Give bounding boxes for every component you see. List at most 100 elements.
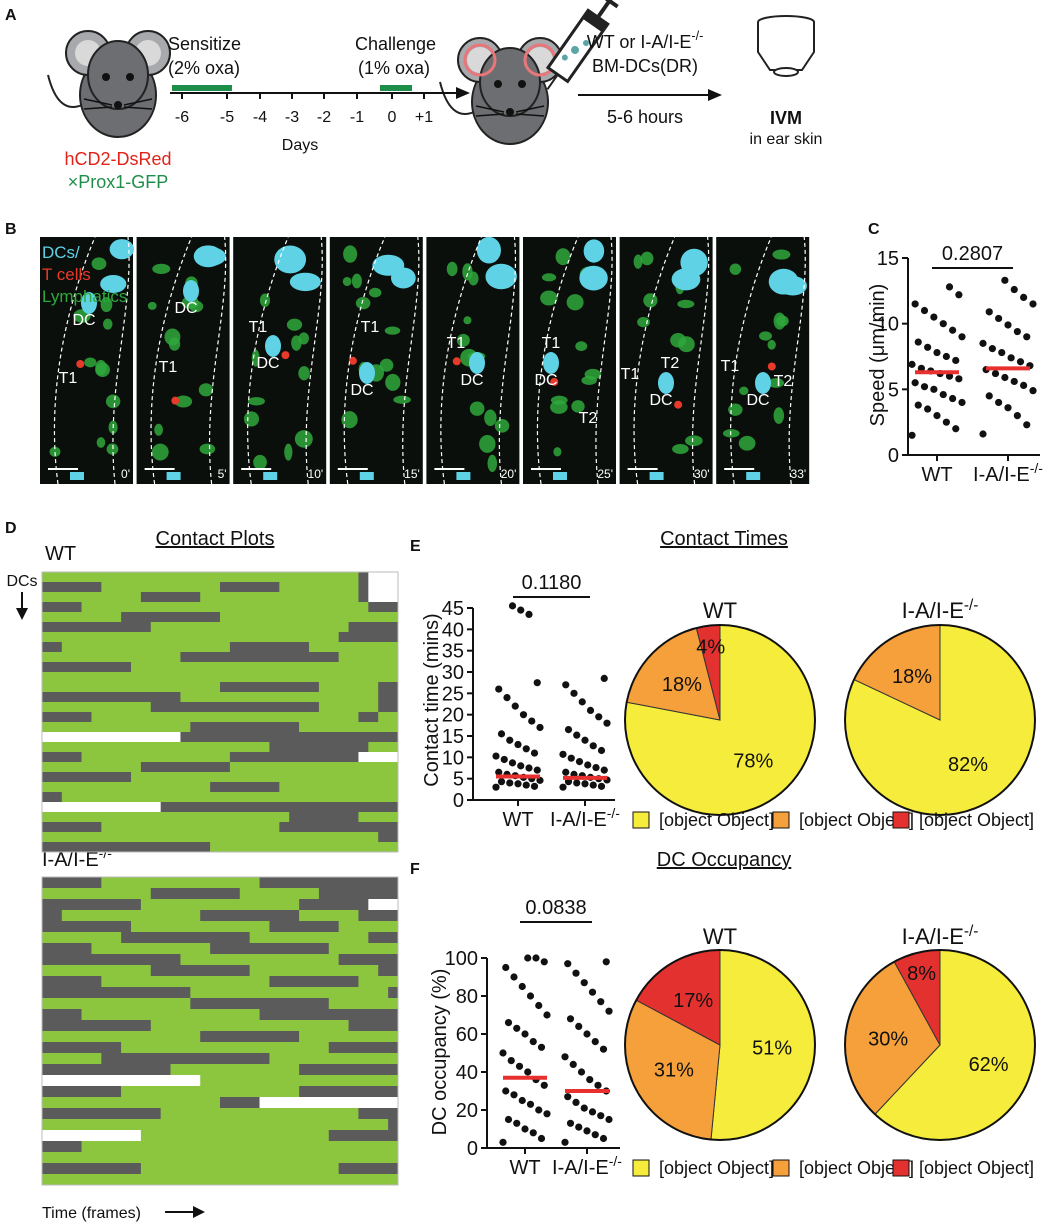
contact-segment [42,742,270,753]
cell-label: T1 [721,358,740,375]
contact-segment [338,632,399,643]
data-point [920,306,929,315]
data-point [588,988,597,996]
panel-title: Contact Plots [156,528,275,550]
lymphatic-blob [284,443,293,461]
data-point [559,750,567,758]
dc-blob [391,267,416,289]
vessel-outline [788,236,806,485]
contact-segment [229,752,359,763]
y-tick-label: 30 [442,662,464,684]
contact-segment [81,1009,260,1021]
contact-segment [279,782,399,793]
data-point [597,746,606,755]
data-point [499,1049,507,1057]
challenge-dose: (1% oxa) [358,58,430,78]
lymphatic-blob [571,400,585,413]
data-point [529,1038,537,1046]
data-point [979,339,987,347]
cell-label: T1 [361,319,380,336]
contact-segment [249,965,379,977]
lymphatic-blob [294,430,313,448]
x-tick-label-main: I-A/I-E [550,809,607,831]
image-legend: T cells [42,265,91,284]
data-point [492,752,500,760]
cell-label: DC [350,382,373,399]
contact-segment [42,612,122,623]
lymphatic-blob [96,437,106,448]
data-point [508,759,517,767]
contact-segment [42,1130,142,1142]
x-tick-label: I-A/I-E-/- [550,805,620,831]
contact-segment [200,910,300,922]
data-point [495,768,503,776]
data-point [567,754,575,762]
contact-segment [42,1108,161,1120]
contact-segment [180,732,399,743]
frame-time: 0' [121,467,130,481]
dc-blob [579,265,608,291]
data-point [1029,300,1037,308]
data-point [930,313,938,321]
data-point [952,356,960,365]
data-point [1007,354,1015,362]
contact-segment [101,877,260,889]
data-point [1001,373,1009,382]
contact-segment [338,954,399,966]
lymphatic-blob [553,447,562,457]
cell-label: T1 [542,335,561,352]
data-point [517,606,525,614]
contact-segment [42,1031,201,1043]
contact-segment [338,652,399,663]
data-point [939,390,947,399]
dc-blob [263,472,278,480]
contact-segment [81,752,231,763]
contact-segment [42,782,211,793]
lymphatic-blob [151,443,169,461]
data-point [586,1076,594,1084]
lymphatic-blob [102,318,113,330]
data-point [594,1081,602,1089]
data-point [1020,381,1028,389]
contact-segment [131,662,399,673]
injection-sup: -/- [691,29,703,43]
vessel-outline [730,236,772,485]
frame-time: 5' [218,467,227,481]
data-point [949,394,957,403]
contact-segment [42,899,142,911]
data-point [532,954,540,962]
x-tick-label: WT [502,809,533,831]
lymphatic-blob [286,318,303,331]
lymphatic-blob [253,454,267,470]
cell-label: DC [534,372,557,389]
y-tick-label: 0 [453,790,464,812]
data-point [985,392,993,400]
lymphatic-blob [738,435,756,451]
cell-label: DC [460,372,483,389]
plot-border [41,571,399,853]
cell-label: T1 [447,335,466,352]
day-tick-label: 0 [388,109,397,126]
y-tick-label: 60 [456,1024,478,1046]
pie-label: 51% [752,1037,792,1059]
lymphatic-blob [575,341,588,352]
contact-segment [358,572,369,583]
day-tick-label: -2 [317,109,331,126]
cell-label: DC [174,300,197,317]
contact-segment [150,702,320,713]
lymphatic-blob [379,358,394,372]
data-point [575,1123,583,1131]
contact-segment [140,899,300,911]
contact-segment [91,712,359,723]
data-point [519,711,528,719]
contact-segment [279,822,399,833]
contact-segment [42,712,92,723]
data-point [580,979,588,987]
data-point [588,1108,597,1116]
data-point [580,1104,588,1112]
ivm-site: in ear skin [750,131,823,148]
contact-segment [200,592,359,603]
dc-blob [778,276,807,296]
data-point [561,1138,569,1146]
lymphatic-blob [152,263,171,275]
